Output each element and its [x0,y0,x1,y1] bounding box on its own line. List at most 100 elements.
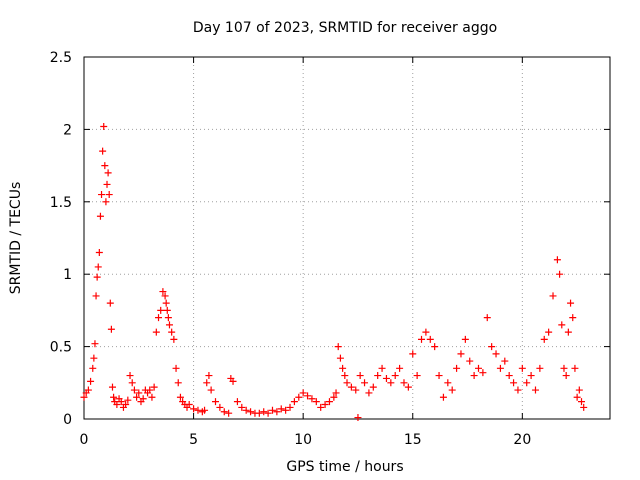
data-point [321,401,329,409]
data-point [107,325,115,333]
data-point [165,321,173,329]
y-tick-label: 0 [63,412,72,428]
x-tick-label: 10 [294,432,312,448]
data-point [255,409,263,417]
data-point [396,364,404,372]
data-point [475,364,482,372]
data-point [299,389,307,397]
data-point [100,123,108,131]
data-point [80,393,88,401]
data-point [174,379,182,387]
data-point [347,383,355,391]
data-point [212,398,219,406]
data-point [126,372,134,380]
y-tick-label: 2.5 [50,50,72,66]
data-point [130,386,138,394]
chart-title: Day 107 of 2023, SRMTID for receiver agg… [193,20,497,36]
data-point [161,292,169,300]
data-point [527,372,535,380]
data-point [336,354,344,362]
data-point [431,343,439,351]
data-point [92,292,100,300]
data-point [505,372,513,380]
data-point [282,406,290,414]
data-point [573,393,581,401]
data-point [150,383,158,391]
data-point [426,335,434,343]
data-point [567,299,575,307]
data-point [343,379,351,387]
data-point [99,147,107,155]
x-tick-label: 15 [404,432,422,448]
data-point [575,386,583,394]
data-point [564,328,572,336]
data-point [96,212,104,220]
data-point [400,379,408,387]
data-point [152,328,160,336]
data-point [569,314,577,322]
data-point [492,350,500,358]
data-point [571,364,579,372]
data-point [418,335,426,343]
data-point [304,392,312,400]
data-point [93,273,101,281]
data-point [98,191,106,199]
data-point [479,369,487,377]
data-point [95,248,103,256]
data-point [312,398,320,406]
data-point [549,292,557,300]
data-point [124,396,132,404]
data-point [404,383,412,391]
data-point [157,306,165,314]
data-point [216,403,224,411]
y-axis-label: SRMTID / TECUs [8,182,24,295]
data-point [277,405,285,413]
data-point [488,343,496,351]
data-point [146,386,154,394]
data-point [496,364,504,372]
data-point [229,377,237,385]
axis-ticks: 0 5 10 15 20 0 0.5 1 1.5 2 2.5 [50,50,610,448]
data-point [553,256,561,264]
data-point [133,393,141,401]
data-point [220,408,228,416]
data-point [501,357,509,365]
data-point [514,386,522,394]
data-point [176,393,184,401]
data-point [439,393,447,401]
data-point [422,328,430,336]
data-point [108,383,116,391]
data-points [80,123,588,422]
data-point [273,408,281,416]
data-point [536,364,544,372]
data-point [164,314,172,322]
data-point [558,321,566,329]
data-point [580,403,588,411]
data-point [562,372,570,380]
data-point [317,403,325,411]
data-point [185,401,193,409]
data-point [334,343,342,351]
data-point [207,386,215,394]
data-point [264,409,272,417]
data-point [233,398,241,406]
data-point [135,389,143,397]
data-point [238,403,246,411]
data-point [103,180,111,188]
data-point [341,372,349,380]
data-point [545,328,553,336]
data-point [365,389,373,397]
data-point [295,393,303,401]
data-point [110,393,118,401]
data-point [413,372,421,380]
data-point [104,169,112,177]
data-point [332,389,340,397]
data-point [101,162,109,170]
data-point [148,393,156,401]
data-point [203,379,211,387]
x-tick-label: 0 [80,432,89,448]
data-point [106,299,114,307]
plot-frame [83,56,611,420]
data-point [172,364,180,372]
y-tick-label: 2 [63,122,72,138]
